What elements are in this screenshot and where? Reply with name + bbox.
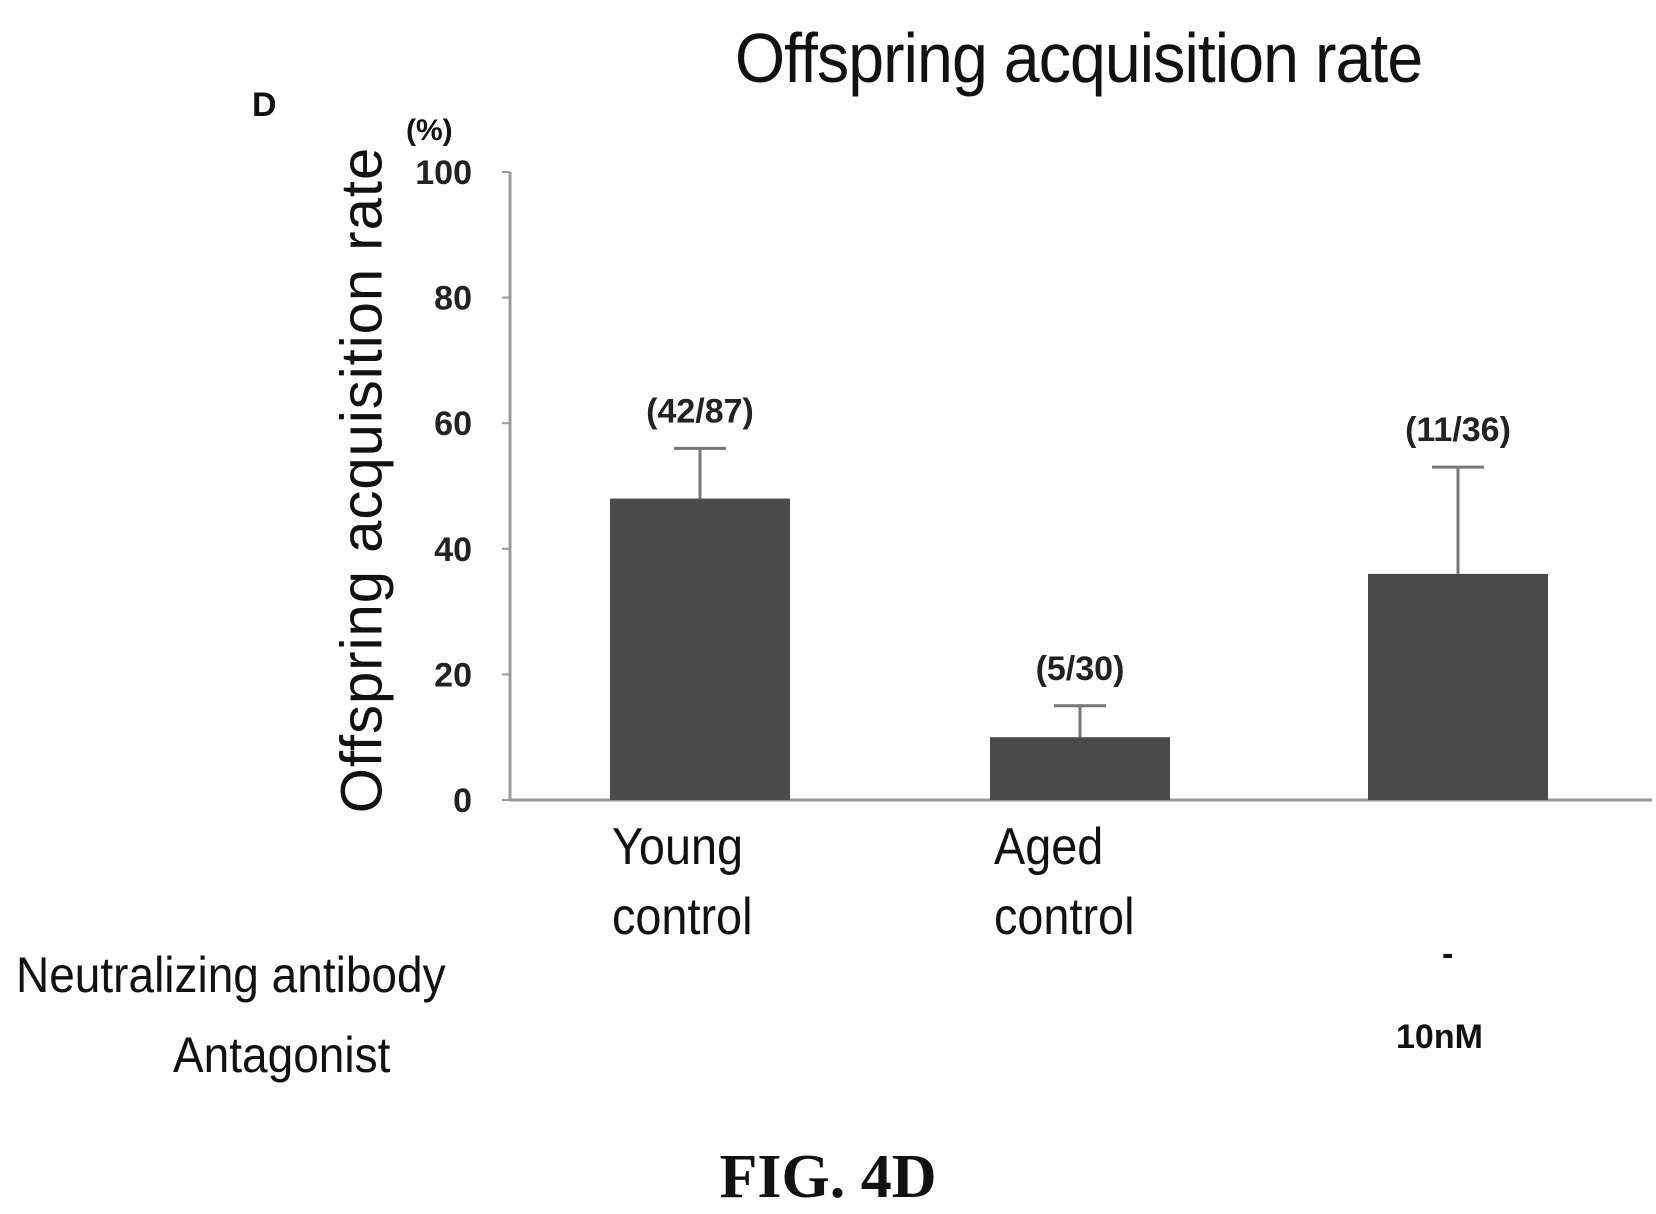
y-tick-label: 0	[453, 782, 472, 820]
panel-letter: D	[252, 86, 277, 124]
figure-label: FIG. 4D	[719, 1143, 937, 1211]
data-label: (42/87)	[646, 392, 754, 430]
chart-title: Offspring acquisition rate	[735, 19, 1423, 97]
bar	[610, 498, 790, 800]
category-label-aged-control: Aged control	[994, 812, 1134, 952]
antagonist-label: Antagonist	[173, 1027, 391, 1083]
bar	[1368, 573, 1548, 800]
neutralizing-antibody-value: -	[1442, 935, 1454, 973]
antagonist-value: 10nM	[1396, 1018, 1483, 1056]
y-tick-label: 40	[434, 531, 472, 569]
y-tick-label: 20	[434, 656, 472, 694]
category-label-line: control	[612, 888, 753, 946]
category-label-line: Young	[612, 818, 744, 876]
category-label-line: Aged	[994, 818, 1104, 876]
y-tick-label: 100	[415, 154, 472, 192]
category-label-line: control	[994, 888, 1135, 946]
category-label-young-control: Young control	[612, 812, 752, 952]
neutralizing-antibody-label: Neutralizing antibody	[16, 947, 446, 1003]
data-label: (5/30)	[1036, 650, 1125, 688]
data-label: (11/36)	[1405, 411, 1511, 449]
y-axis-unit: (%)	[406, 114, 453, 147]
y-tick-label: 80	[434, 280, 472, 318]
y-tick-label: 60	[434, 405, 472, 443]
bar	[990, 737, 1170, 800]
